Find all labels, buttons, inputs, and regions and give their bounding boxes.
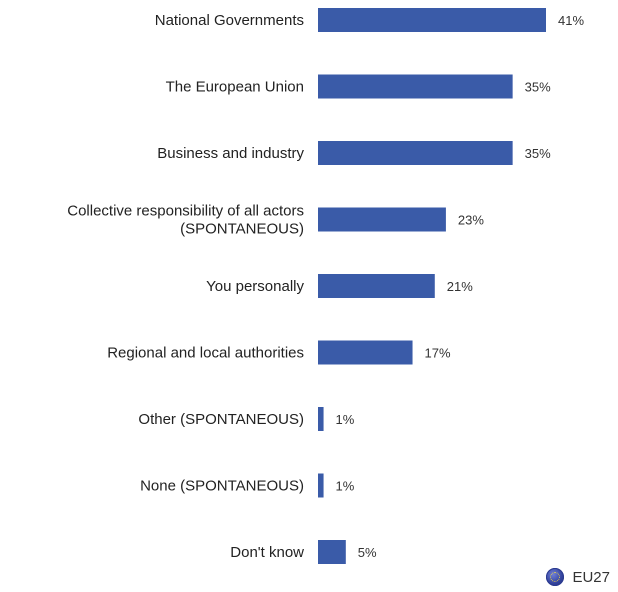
value-label: 1% (336, 479, 355, 494)
category-label-line: None (SPONTANEOUS) (140, 478, 304, 495)
category-label-line: National Governments (155, 12, 304, 29)
category-label-line: You personally (206, 278, 304, 295)
category-label: Collective responsibility of all actors(… (67, 203, 304, 238)
category-label: You personally (206, 278, 304, 295)
bar (318, 540, 346, 564)
legend: EU27 (546, 566, 610, 588)
value-label: 41% (558, 13, 584, 28)
bar (318, 141, 513, 165)
category-label: None (SPONTANEOUS) (140, 478, 304, 495)
category-label-line: Collective responsibility of all actors (67, 203, 304, 220)
value-label: 1% (336, 412, 355, 427)
category-label-line: Business and industry (157, 145, 304, 162)
bar (318, 407, 324, 431)
bar (318, 74, 513, 99)
category-label: Don't know (230, 544, 304, 561)
category-label: The European Union (166, 79, 304, 96)
eu-flag-globe-icon (546, 568, 565, 586)
value-label: 21% (447, 279, 473, 294)
value-label: 17% (425, 346, 451, 361)
value-label: 23% (458, 213, 484, 228)
value-label: 35% (525, 146, 551, 161)
category-label: Regional and local authorities (107, 345, 304, 362)
category-label-line: The European Union (166, 79, 304, 96)
value-label: 5% (358, 545, 377, 560)
category-label: National Governments (155, 12, 304, 29)
bar (318, 340, 413, 365)
category-label: Other (SPONTANEOUS) (138, 411, 304, 428)
bar (318, 473, 324, 498)
legend-label: EU27 (572, 568, 610, 586)
category-label: Business and industry (157, 145, 304, 162)
bar (318, 207, 446, 232)
category-label-line: Don't know (230, 544, 304, 561)
value-label: 35% (525, 80, 551, 95)
category-label-line: Other (SPONTANEOUS) (138, 411, 304, 428)
bar (318, 274, 435, 298)
bar (318, 8, 546, 32)
category-label-line: Regional and local authorities (107, 345, 304, 362)
category-label-line: (SPONTANEOUS) (180, 221, 304, 238)
